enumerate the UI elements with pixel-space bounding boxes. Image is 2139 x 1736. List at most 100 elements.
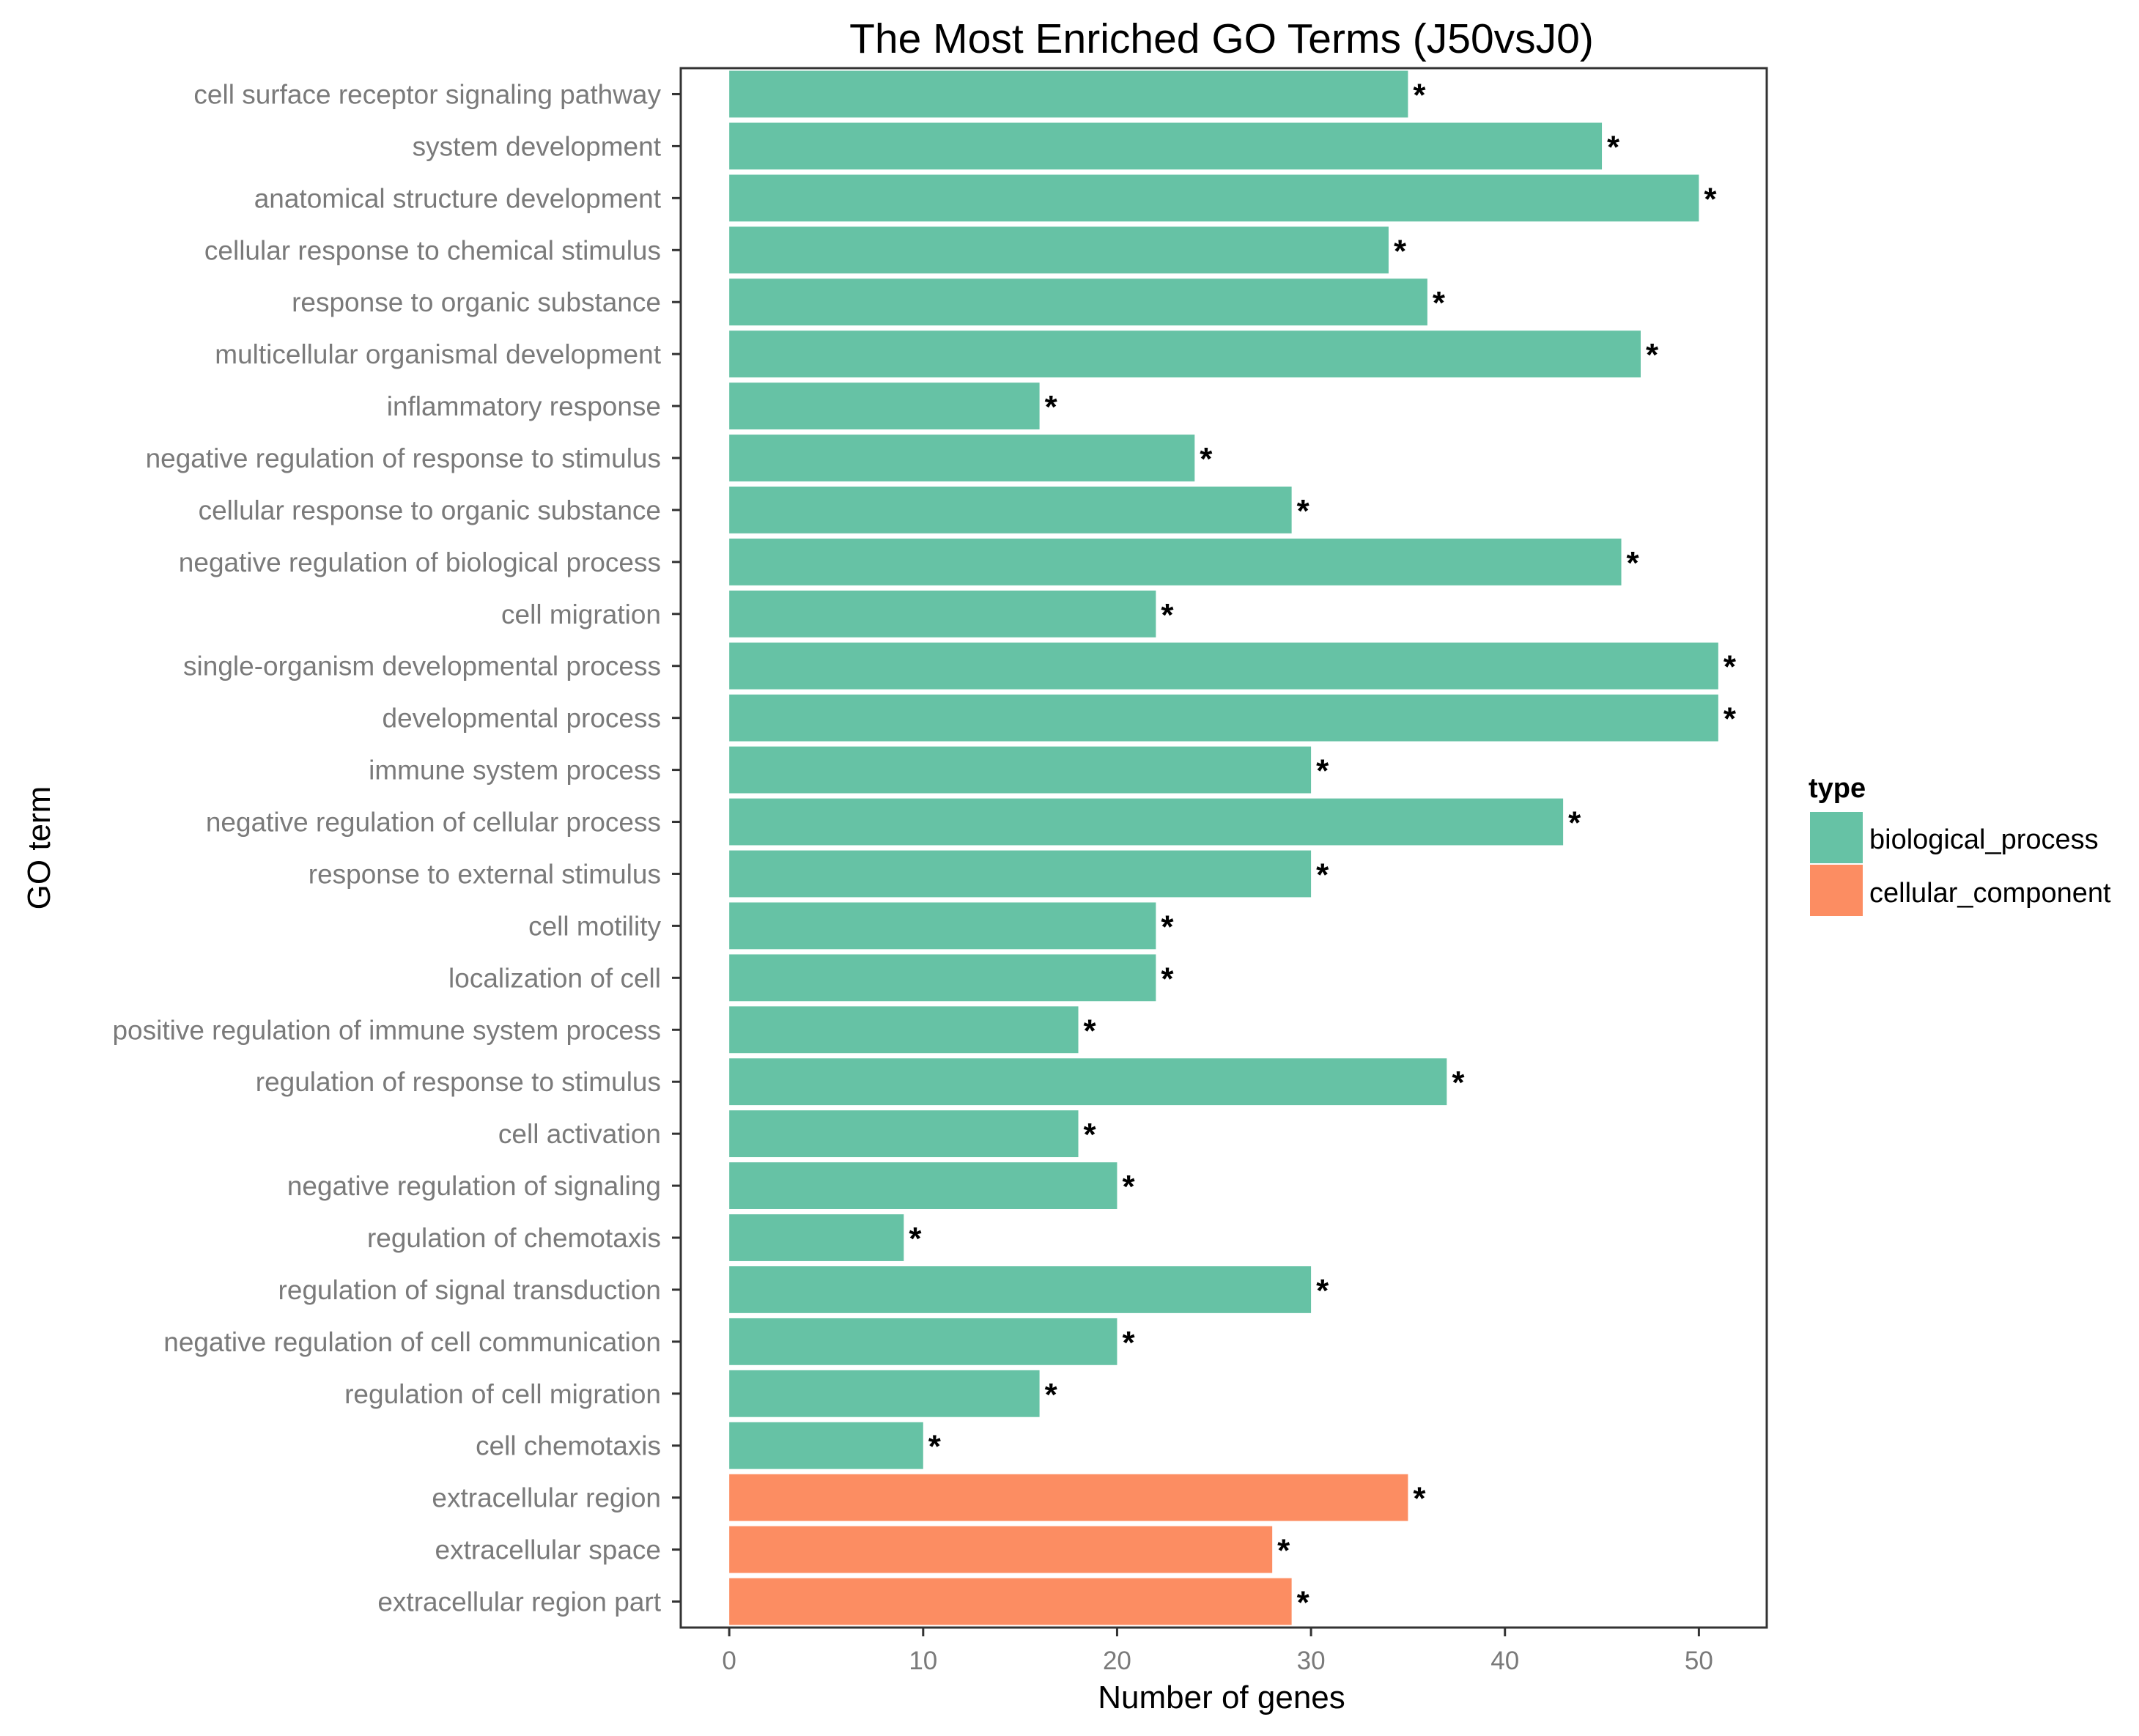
significance-marker-localization-of-cell: *: [1161, 961, 1174, 997]
y-tick-label-extracellular-space: extracellular space: [435, 1535, 661, 1565]
bars-layer: [729, 70, 1718, 1625]
significance-marker-single-organism-developmental-process: *: [1724, 649, 1737, 685]
bar-cell-activation: [729, 1110, 1079, 1158]
y-tick-label-cell-motility: cell motility: [528, 911, 661, 941]
y-tick-label-extracellular-region: extracellular region: [432, 1483, 661, 1513]
bar-localization-of-cell: [729, 954, 1156, 1002]
bar-extracellular-region: [729, 1474, 1408, 1521]
y-tick-label-response-to-external-stimulus: response to external stimulus: [309, 859, 661, 889]
significance-marker-cell-motility: *: [1161, 909, 1174, 945]
y-tick-label-immune-system-process: immune system process: [369, 756, 661, 786]
bar-response-to-organic-substance: [729, 278, 1427, 326]
significance-marker-cellular-response-to-organic-substance: *: [1297, 493, 1310, 529]
significance-marker-cell-surface-receptor-signaling-pathway: *: [1413, 77, 1426, 113]
y-tick-label-cell-migration: cell migration: [501, 599, 661, 629]
y-tick-label-inflammatory-response: inflammatory response: [387, 391, 661, 421]
y-tick-label-anatomical-structure-development: anatomical structure development: [254, 183, 662, 213]
legend-label-cellular-component: cellular_component: [1869, 878, 2111, 909]
y-tick-label-negative-regulation-of-cell-communication: negative regulation of cell communicatio…: [163, 1327, 661, 1357]
bar-response-to-external-stimulus: [729, 850, 1312, 898]
x-axis-title: Number of genes: [1098, 1680, 1345, 1715]
bar-cell-motility: [729, 902, 1156, 950]
y-tick-label-cell-activation: cell activation: [498, 1119, 661, 1149]
legend-title: type: [1809, 773, 1866, 804]
plot-panel-frame: [679, 67, 1768, 1629]
significance-marker-positive-regulation-of-immune-system-process: *: [1084, 1013, 1097, 1049]
legend-key-cellular-component: [1810, 865, 1863, 916]
significance-marker-system-development: *: [1607, 129, 1620, 165]
bar-cell-migration: [729, 590, 1156, 638]
bar-regulation-of-cell-migration: [729, 1370, 1040, 1417]
legend-label-biological-process: biological_process: [1869, 824, 2099, 855]
y-tick-label-multicellular-organismal-development: multicellular organismal development: [215, 339, 661, 369]
bar-regulation-of-chemotaxis: [729, 1214, 904, 1261]
y-axis-title: GO term: [21, 786, 57, 910]
y-tick-label-regulation-of-response-to-stimulus: regulation of response to stimulus: [256, 1067, 661, 1097]
x-axis: 0 10 20 30 40 50: [722, 1628, 1713, 1675]
y-tick-label-cell-chemotaxis: cell chemotaxis: [476, 1431, 661, 1461]
significance-marker-regulation-of-chemotaxis: *: [909, 1221, 922, 1257]
y-tick-label-system-development: system development: [413, 131, 662, 161]
significance-marker-anatomical-structure-development: *: [1704, 181, 1717, 217]
significance-marker-regulation-of-signal-transduction: *: [1316, 1273, 1329, 1309]
y-tick-label-cell-surface-receptor-signaling-pathway: cell surface receptor signaling pathway: [193, 79, 661, 109]
bar-cell-surface-receptor-signaling-pathway: [729, 70, 1408, 118]
y-tick-label-negative-regulation-of-biological-process: negative regulation of biological proces…: [179, 547, 661, 577]
bar-negative-regulation-of-biological-process: [729, 538, 1622, 586]
bar-anatomical-structure-development: [729, 174, 1699, 222]
x-tick-label-10: 10: [909, 1647, 937, 1675]
x-tick-label-0: 0: [722, 1647, 736, 1675]
y-tick-label-localization-of-cell: localization of cell: [448, 963, 661, 993]
x-tick-label-30: 30: [1297, 1647, 1326, 1675]
bar-single-organism-developmental-process: [729, 642, 1718, 690]
significance-marker-negative-regulation-of-signaling: *: [1122, 1169, 1135, 1205]
y-tick-label-negative-regulation-of-signaling: negative regulation of signaling: [287, 1171, 661, 1201]
bar-regulation-of-signal-transduction: [729, 1266, 1312, 1313]
significance-marker-immune-system-process: *: [1316, 753, 1329, 789]
bar-regulation-of-response-to-stimulus: [729, 1058, 1447, 1106]
significance-marker-response-to-external-stimulus: *: [1316, 857, 1329, 893]
y-tick-label-negative-regulation-of-cellular-process: negative regulation of cellular process: [206, 808, 661, 838]
significance-marker-response-to-organic-substance: *: [1433, 285, 1446, 321]
y-axis: cell surface receptor signaling pathway s…: [112, 79, 681, 1617]
y-tick-label-positive-regulation-of-immune-system-process: positive regulation of immune system pro…: [112, 1015, 661, 1045]
bar-negative-regulation-of-cell-communication: [729, 1318, 1117, 1365]
bar-negative-regulation-of-response-to-stimulus: [729, 435, 1195, 481]
bar-positive-regulation-of-immune-system-process: [729, 1006, 1079, 1054]
y-tick-label-cellular-response-to-organic-substance: cellular response to organic substance: [199, 495, 661, 525]
significance-marker-negative-regulation-of-cellular-process: *: [1568, 805, 1581, 841]
significance-marker-extracellular-region-part: *: [1297, 1585, 1310, 1621]
bar-immune-system-process: [729, 746, 1312, 794]
bar-negative-regulation-of-cellular-process: [729, 798, 1564, 846]
legend: type biological_process cellular_compone…: [1809, 773, 2111, 916]
bar-cell-chemotaxis: [729, 1422, 923, 1469]
x-tick-label-40: 40: [1490, 1647, 1519, 1675]
significance-marker-cell-migration: *: [1161, 597, 1174, 633]
significance-marker-cell-activation: *: [1084, 1117, 1097, 1153]
bar-developmental-process: [729, 694, 1718, 742]
bar-inflammatory-response: [729, 383, 1040, 429]
y-tick-label-regulation-of-cell-migration: regulation of cell migration: [344, 1379, 661, 1409]
y-tick-label-response-to-organic-substance: response to organic substance: [292, 287, 661, 317]
significance-marker-regulation-of-cell-migration: *: [1045, 1377, 1058, 1413]
bar-cellular-response-to-chemical-stimulus: [729, 226, 1389, 274]
significance-marker-regulation-of-response-to-stimulus: *: [1452, 1065, 1465, 1101]
significance-marker-multicellular-organismal-development: *: [1646, 337, 1659, 373]
bar-system-development: [729, 122, 1603, 170]
significance-marker-extracellular-region: *: [1413, 1481, 1426, 1517]
y-tick-label-regulation-of-signal-transduction: regulation of signal transduction: [278, 1275, 661, 1305]
significance-marker-negative-regulation-of-biological-process: *: [1627, 545, 1640, 581]
significance-marker-cellular-response-to-chemical-stimulus: *: [1394, 233, 1407, 269]
y-tick-label-extracellular-region-part: extracellular region part: [377, 1587, 661, 1617]
bar-extracellular-region-part: [729, 1578, 1292, 1625]
significance-marker-extracellular-space: *: [1277, 1533, 1290, 1569]
significance-marker-inflammatory-response: *: [1045, 389, 1058, 425]
y-tick-label-cellular-response-to-chemical-stimulus: cellular response to chemical stimulus: [204, 235, 661, 265]
bar-negative-regulation-of-signaling: [729, 1162, 1117, 1209]
significance-marker-developmental-process: *: [1724, 701, 1737, 737]
y-tick-label-negative-regulation-of-response-to-stimulus: negative regulation of response to stimu…: [146, 443, 661, 473]
chart-title: The Most Enriched GO Terms (J50vsJ0): [849, 15, 1594, 62]
significance-marker-cell-chemotaxis: *: [928, 1429, 942, 1465]
significance-markers: ******************************: [909, 77, 1737, 1620]
legend-key-biological-process: [1810, 812, 1863, 863]
